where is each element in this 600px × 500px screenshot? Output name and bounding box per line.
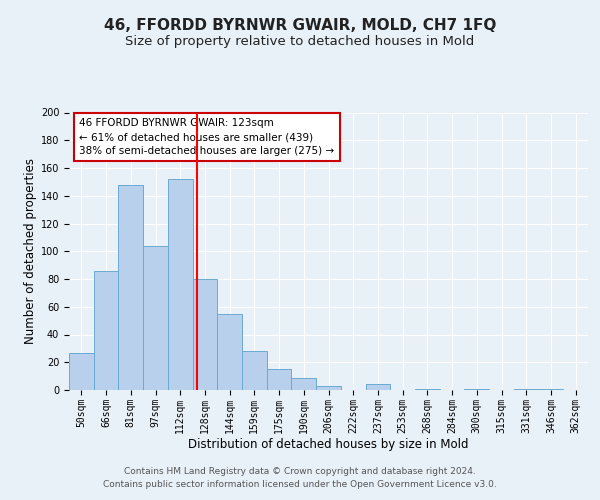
Bar xyxy=(69,352,94,390)
Bar xyxy=(539,388,563,390)
Bar xyxy=(316,386,341,390)
Bar xyxy=(242,351,267,390)
Bar xyxy=(292,378,316,390)
Text: Contains HM Land Registry data © Crown copyright and database right 2024.: Contains HM Land Registry data © Crown c… xyxy=(124,467,476,476)
Bar xyxy=(217,314,242,390)
Bar xyxy=(514,388,539,390)
X-axis label: Distribution of detached houses by size in Mold: Distribution of detached houses by size … xyxy=(188,438,469,452)
Bar xyxy=(365,384,390,390)
Text: 46 FFORDD BYRNWR GWAIR: 123sqm
← 61% of detached houses are smaller (439)
38% of: 46 FFORDD BYRNWR GWAIR: 123sqm ← 61% of … xyxy=(79,118,335,156)
Text: 46, FFORDD BYRNWR GWAIR, MOLD, CH7 1FQ: 46, FFORDD BYRNWR GWAIR, MOLD, CH7 1FQ xyxy=(104,18,496,32)
Bar xyxy=(415,388,440,390)
Bar xyxy=(94,270,118,390)
Text: Contains public sector information licensed under the Open Government Licence v3: Contains public sector information licen… xyxy=(103,480,497,489)
Bar xyxy=(143,246,168,390)
Bar xyxy=(193,279,217,390)
Y-axis label: Number of detached properties: Number of detached properties xyxy=(23,158,37,344)
Bar xyxy=(267,369,292,390)
Text: Size of property relative to detached houses in Mold: Size of property relative to detached ho… xyxy=(125,35,475,48)
Bar xyxy=(118,184,143,390)
Bar xyxy=(168,179,193,390)
Bar xyxy=(464,388,489,390)
